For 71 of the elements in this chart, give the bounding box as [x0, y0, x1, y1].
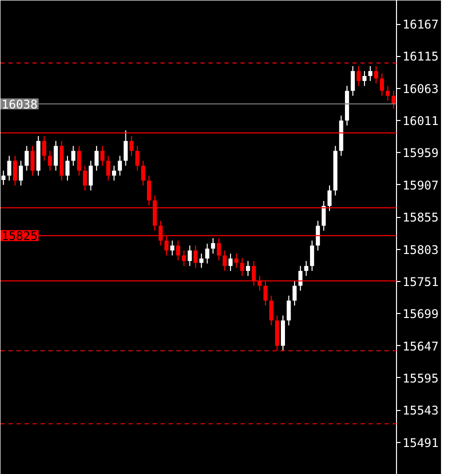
candlestick	[106, 155, 110, 182]
candlestick	[94, 145, 99, 172]
candlestick	[82, 165, 87, 191]
candlestick	[327, 185, 332, 212]
candlestick	[216, 238, 221, 261]
candlestick	[71, 145, 76, 166]
candlestick	[374, 66, 378, 84]
y-tick-label: 16011	[402, 114, 439, 128]
candlestick	[54, 140, 58, 172]
candlestick	[286, 295, 291, 326]
candlestick	[362, 70, 367, 86]
candlestick	[292, 280, 297, 306]
candlestick	[350, 66, 355, 96]
y-tick-label: 15751	[402, 274, 439, 289]
ref-line-label: 15825	[2, 229, 38, 244]
candlestick	[42, 136, 46, 162]
y-tick-label: 15543	[402, 404, 439, 418]
candlestick	[310, 240, 314, 272]
candlestick	[246, 260, 250, 276]
y-tick-label: 15491	[402, 436, 439, 450]
candlestick	[129, 136, 134, 156]
candlestick	[30, 145, 35, 176]
candlestick	[188, 245, 192, 266]
y-tick-label: 15699	[402, 307, 439, 322]
candlestick	[77, 145, 82, 176]
y-tick-label: 15803	[402, 242, 439, 257]
candlestick	[118, 155, 122, 176]
candlestick	[112, 165, 116, 182]
candlestick	[18, 160, 23, 186]
y-tick-label: 16115	[402, 50, 439, 64]
y-tick-label: 16063	[402, 82, 439, 96]
y-tick-label: 15647	[402, 339, 439, 354]
candlestick	[194, 245, 198, 268]
candlestick	[269, 295, 274, 326]
candlestick	[146, 175, 152, 206]
candlestick	[368, 66, 372, 82]
y-tick-label: 15855	[402, 210, 439, 225]
candlestick	[7, 155, 12, 182]
candlestick	[228, 253, 233, 272]
y-tick-label: 15907	[402, 178, 439, 192]
candlestick	[100, 145, 104, 166]
candlestick	[124, 130, 128, 166]
candlestick	[176, 240, 180, 261]
candlestick	[298, 265, 302, 292]
candlestick	[316, 220, 320, 251]
candlestick	[392, 90, 396, 110]
candlestick	[205, 243, 210, 264]
candlestick	[141, 160, 146, 186]
candlestick	[65, 155, 70, 182]
candlestick	[356, 66, 361, 86]
candlestick	[170, 240, 174, 256]
candlestick	[88, 160, 93, 191]
candlestick	[234, 253, 238, 268]
y-tick-label: 16167	[402, 18, 439, 32]
candlestick	[1, 170, 6, 186]
y-tick-label: 15959	[402, 146, 439, 160]
ref-line-label: 16038	[2, 97, 38, 112]
candlestick	[240, 257, 244, 276]
candlestick	[24, 145, 29, 172]
candlestick	[199, 253, 204, 268]
candlestick	[13, 155, 18, 186]
candlestick	[386, 85, 390, 102]
candlestick	[48, 150, 52, 172]
candlestick	[322, 200, 326, 232]
candlestick	[304, 260, 308, 276]
y-tick-label: 15595	[402, 371, 439, 386]
candlestick	[182, 250, 186, 266]
candlestick	[222, 250, 227, 272]
candlestick	[380, 73, 384, 96]
candlestick	[211, 238, 216, 254]
candlestick	[135, 145, 140, 172]
